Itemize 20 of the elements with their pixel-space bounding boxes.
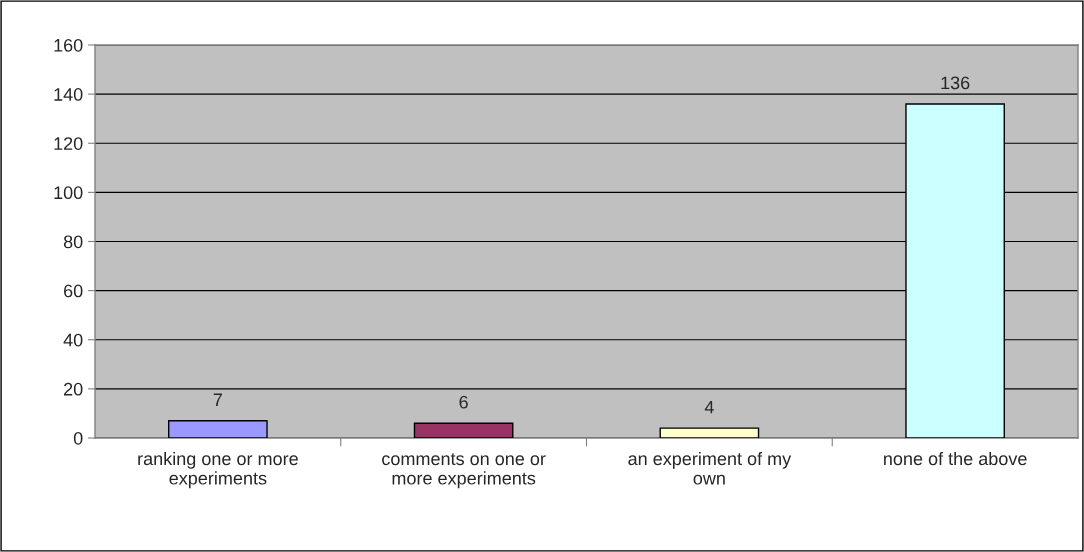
y-tick-label: 140: [54, 88, 83, 101]
y-tick-label: 0: [73, 431, 83, 445]
bar: [659, 427, 760, 438]
data-label: 7: [213, 393, 222, 406]
bar: [168, 420, 268, 438]
data-label: 136: [941, 76, 970, 90]
data-label: 6: [459, 395, 468, 409]
x-tick-label: comments on one or more experiments: [382, 453, 546, 489]
x-tick-label: ranking one or more experiments: [138, 451, 298, 489]
y-tick-label: 100: [54, 186, 83, 200]
x-tick-label: an experiment of my own: [628, 451, 792, 485]
y-tick-label: 40: [63, 333, 83, 347]
x-tick-label: none of the above: [884, 451, 1027, 466]
data-label: 4: [704, 400, 714, 414]
y-tick-label: 60: [64, 284, 83, 298]
y-tick-label: 120: [54, 137, 83, 150]
y-tick-label: 80: [63, 235, 83, 249]
y-tick-label: 160: [54, 38, 83, 52]
bar: [413, 422, 514, 438]
y-tick-label: 20: [64, 382, 83, 396]
